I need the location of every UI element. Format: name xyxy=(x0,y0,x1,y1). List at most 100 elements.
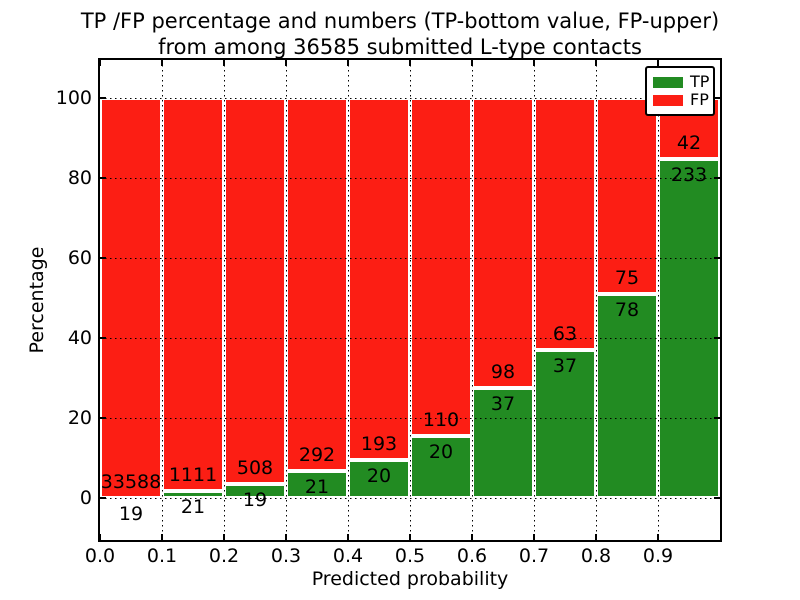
tp-count-label: 233 xyxy=(670,164,708,187)
tp-bar-segment xyxy=(534,350,596,498)
v-gridline xyxy=(409,60,411,540)
x-tick-label: 0.8 xyxy=(580,545,612,567)
fp-bar-segment xyxy=(224,98,286,484)
tp-bar-segment xyxy=(410,436,472,498)
y-axis-tick xyxy=(100,97,106,99)
y-axis-tick xyxy=(714,177,720,179)
y-tick-label: 80 xyxy=(67,167,92,189)
chart-title-line1: TP /FP percentage and numbers (TP-bottom… xyxy=(80,9,720,33)
legend-row-tp: TP xyxy=(653,72,710,91)
chart-title: TP /FP percentage and numbers (TP-bottom… xyxy=(0,8,800,60)
legend: TP FP xyxy=(645,66,715,116)
y-axis-label: Percentage xyxy=(26,246,48,354)
v-gridline xyxy=(657,60,659,540)
tp-bar-segment xyxy=(286,471,348,498)
x-axis-tick xyxy=(161,534,163,540)
tp-count-label: 20 xyxy=(428,441,454,464)
tp-count-label: 19 xyxy=(118,502,144,525)
x-axis-tick xyxy=(409,60,411,66)
x-axis-tick xyxy=(223,534,225,540)
x-tick-label: 0.9 xyxy=(642,545,674,567)
fp-count-label: 110 xyxy=(422,409,460,432)
fp-bar-segment xyxy=(534,98,596,350)
fp-bar-segment xyxy=(472,98,534,389)
x-axis-tick xyxy=(161,60,163,66)
fp-count-label: 98 xyxy=(490,361,516,384)
y-axis-tick xyxy=(100,257,106,259)
tp-bar-segment xyxy=(100,497,162,502)
tp-bar-segment xyxy=(596,294,658,498)
tp-bar-segment xyxy=(658,159,720,498)
tp-count-label: 37 xyxy=(490,393,516,416)
tp-count-label: 21 xyxy=(304,476,330,499)
fp-bar-segment xyxy=(410,98,472,437)
v-gridline xyxy=(595,60,597,540)
y-axis-tick xyxy=(714,97,720,99)
x-axis-tick xyxy=(533,534,535,540)
fp-count-label: 42 xyxy=(676,132,702,155)
plot-area: 33588 19 1111 21 508 19 292 21 193 20 110 20 98 37 63 3… xyxy=(99,60,720,540)
x-tick-label: 0.7 xyxy=(518,545,550,567)
x-axis-tick xyxy=(657,534,659,540)
x-axis-tick xyxy=(657,60,659,66)
v-gridline xyxy=(161,60,163,540)
fp-swatch-icon xyxy=(653,94,683,106)
x-axis-tick xyxy=(285,534,287,540)
y-axis-tick xyxy=(100,497,106,499)
legend-label-tp: TP xyxy=(690,72,710,91)
y-axis-tick xyxy=(100,177,106,179)
fp-bar-segment xyxy=(286,98,348,472)
fp-count-label: 508 xyxy=(236,456,274,479)
y-axis-tick xyxy=(100,337,106,339)
y-tick-label: 60 xyxy=(67,247,92,269)
x-axis-tick xyxy=(595,60,597,66)
x-tick-label: 0.0 xyxy=(84,545,116,567)
x-axis-tick xyxy=(347,534,349,540)
v-gridline xyxy=(471,60,473,540)
fp-count-label: 75 xyxy=(614,267,640,290)
x-tick-label: 0.3 xyxy=(270,545,302,567)
y-tick-label: 20 xyxy=(67,407,92,429)
fp-count-label: 63 xyxy=(552,323,578,345)
x-axis-tick xyxy=(533,60,535,66)
x-axis-tick xyxy=(471,60,473,66)
tp-count-label: 19 xyxy=(242,488,268,511)
x-axis-tick xyxy=(285,60,287,66)
fp-count-label: 33588 xyxy=(100,470,162,493)
y-tick-label: 100 xyxy=(55,87,92,109)
x-tick-label: 0.5 xyxy=(394,545,426,567)
x-axis-tick xyxy=(99,60,101,66)
tp-bar-segment xyxy=(162,490,224,498)
tp-bar-segment xyxy=(472,388,534,498)
x-axis-tick xyxy=(471,534,473,540)
x-axis-tick xyxy=(99,534,101,540)
x-axis-label: Predicted probability xyxy=(311,568,509,590)
x-tick-label: 0.2 xyxy=(208,545,240,567)
v-gridline xyxy=(533,60,535,540)
y-axis-tick xyxy=(100,417,106,419)
x-tick-label: 0.6 xyxy=(456,545,488,567)
tp-bar-segment xyxy=(224,483,286,498)
x-axis-tick xyxy=(409,534,411,540)
fp-bar-segment xyxy=(162,98,224,491)
tp-count-label: 21 xyxy=(180,495,206,518)
legend-label-fp: FP xyxy=(690,90,709,109)
tp-count-label: 78 xyxy=(614,299,640,322)
y-axis-tick xyxy=(714,337,720,339)
v-gridline xyxy=(223,60,225,540)
fp-bar-segment xyxy=(596,98,658,295)
x-tick-label: 0.4 xyxy=(332,545,364,567)
fp-count-label: 1111 xyxy=(168,463,218,486)
x-tick-label: 0.1 xyxy=(146,545,178,567)
tp-bar-segment xyxy=(348,460,410,498)
legend-row-fp: FP xyxy=(653,90,709,109)
x-axis-tick xyxy=(595,534,597,540)
v-gridline xyxy=(285,60,287,540)
x-axis-tick xyxy=(347,60,349,66)
y-tick-label: 40 xyxy=(67,327,92,349)
x-axis-tick xyxy=(223,60,225,66)
fp-bar-segment xyxy=(348,98,410,461)
tp-count-label: 37 xyxy=(552,355,578,377)
y-axis-tick xyxy=(714,417,720,419)
